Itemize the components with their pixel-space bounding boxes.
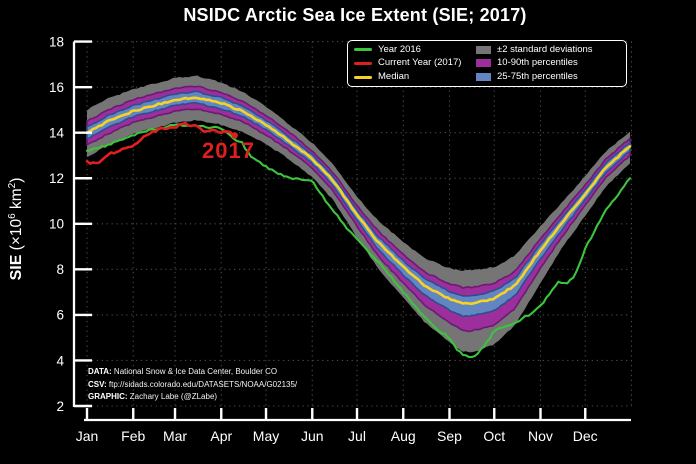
credit-data: DATA: National Snow & Ice Data Center, B… <box>88 366 297 379</box>
legend-item: Median <box>354 71 476 84</box>
legend-item-label: Current Year (2017) <box>378 57 462 69</box>
y-tick-label: 12 <box>49 171 64 186</box>
y-axis-label-exp: 6 <box>7 213 18 219</box>
legend: Year 2016 Current Year (2017) Median ±2 sta… <box>347 40 627 87</box>
legend-swatch-line <box>354 61 372 65</box>
y-tick-label: 14 <box>49 126 65 141</box>
legend-column: Year 2016 Current Year (2017) Median <box>354 43 476 84</box>
credit-csv-text: ftp://sidads.colorado.edu/DATASETS/NOAA/… <box>106 379 298 389</box>
line-2016 <box>85 123 632 359</box>
y-axis-label: SIE (×106 km2) <box>7 119 29 339</box>
legend-item-label: Median <box>378 71 410 83</box>
band-25-75 <box>86 90 631 318</box>
x-tick-label: Sep <box>437 428 462 444</box>
y-tick-label: 16 <box>49 80 64 95</box>
chart-title: NSIDC Arctic Sea Ice Extent (SIE; 2017) <box>183 5 527 25</box>
x-tick-label: Jul <box>348 428 366 444</box>
credit-graphic: GRAPHIC: Zachary Labe (@ZLabe) <box>88 391 297 404</box>
x-tick-label: Oct <box>483 428 505 444</box>
current-day-marker <box>231 132 238 139</box>
legend-item-label: Year 2016 <box>378 43 421 55</box>
credit-graphic-text: Zachary Labe (@ZLabe) <box>127 392 218 401</box>
y-tick-label: 10 <box>49 217 64 232</box>
annotation-2017: 2017 <box>202 138 255 163</box>
x-tick-label: Aug <box>391 428 416 444</box>
credit-csv: CSV: ftp://sidads.colorado.edu/DATASETS/… <box>88 379 297 392</box>
y-axis-label-text: (×10 <box>8 218 26 255</box>
credit-graphic-label: GRAPHIC: <box>88 392 128 401</box>
legend-column: ±2 standard deviations 10-90th percentile… <box>476 43 620 84</box>
y-tick-label: 8 <box>56 262 64 277</box>
legend-swatch-line <box>354 75 372 79</box>
x-tick-label: Nov <box>528 428 553 444</box>
band-10-90 <box>86 85 631 333</box>
legend-item: 25-75th percentiles <box>476 71 620 84</box>
credits: DATA: National Snow & Ice Data Center, B… <box>88 366 297 404</box>
legend-swatch-patch <box>476 45 491 54</box>
legend-item: Year 2016 <box>354 43 476 56</box>
x-tick-label: Dec <box>573 428 598 444</box>
y-axis-label-acronym: SIE <box>8 254 26 281</box>
credit-data-text: National Snow & Ice Data Center, Boulder… <box>111 367 278 376</box>
y-tick-label: 18 <box>49 34 64 49</box>
legend-swatch-patch <box>476 59 491 68</box>
legend-item: Current Year (2017) <box>354 57 476 70</box>
legend-swatch-line <box>354 48 372 52</box>
line-median <box>85 96 632 306</box>
y-tick-label: 2 <box>56 399 64 414</box>
x-tick-label: Mar <box>163 428 187 444</box>
legend-item-label: ±2 standard deviations <box>497 43 593 55</box>
credit-data-label: DATA: <box>88 367 112 376</box>
credit-csv-label: CSV: <box>88 379 107 389</box>
x-tick-label: Jun <box>301 428 324 444</box>
line-2017 <box>85 121 236 165</box>
legend-item: 10-90th percentiles <box>476 57 620 70</box>
legend-item: ±2 standard deviations <box>476 43 620 56</box>
y-tick-label: 4 <box>56 353 64 368</box>
y-axis-label-text: km <box>8 188 26 214</box>
legend-swatch-patch <box>476 73 491 82</box>
x-tick-label: May <box>253 428 279 444</box>
legend-item-label: 10-90th percentiles <box>497 57 578 69</box>
x-tick-label: Feb <box>121 428 145 444</box>
legend-item-label: 25-75th percentiles <box>497 71 578 83</box>
y-axis-label-exp: 2 <box>7 182 18 189</box>
y-axis-label-text: ) <box>8 177 26 183</box>
x-tick-label: Apr <box>210 428 232 444</box>
y-tick-label: 6 <box>56 308 64 323</box>
x-tick-label: Jan <box>76 428 99 444</box>
